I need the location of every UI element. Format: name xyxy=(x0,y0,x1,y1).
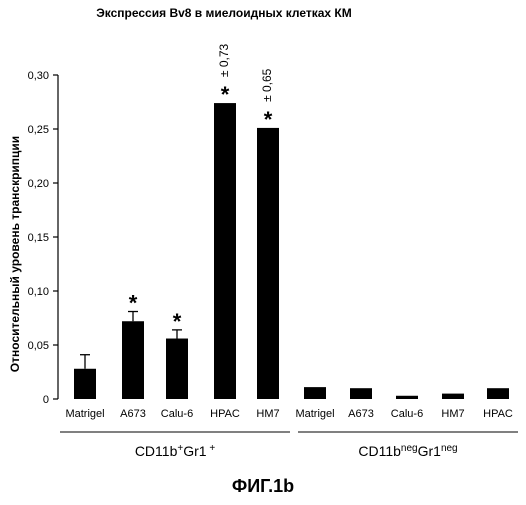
group-label: CD11b+Gr1 + xyxy=(135,443,216,459)
y-tick-label: 0,15 xyxy=(28,232,49,244)
group-label: CD11bnegGr1neg xyxy=(358,443,457,459)
group-label-superscript: + xyxy=(207,443,216,454)
error-annotation: ± 0,73 xyxy=(217,43,231,77)
error-annotation: ± 0,65 xyxy=(260,68,274,102)
category-label: HM7 xyxy=(256,408,279,420)
bar xyxy=(214,103,236,399)
group-label-part: Gr1 xyxy=(418,443,442,459)
category-label: A673 xyxy=(348,408,374,420)
y-tick-label: 0,30 xyxy=(28,70,49,82)
bar xyxy=(350,388,372,399)
figure-caption: ФИГ.1b xyxy=(232,476,294,496)
y-tick-label: 0 xyxy=(43,394,49,406)
category-label: Matrigel xyxy=(65,408,104,420)
category-label: HPAC xyxy=(210,408,240,420)
bar xyxy=(166,339,188,399)
bar xyxy=(396,396,418,399)
y-axis-ticks: 0 0,05 0,10 0,15 0,20 0,25 0,30 xyxy=(28,70,58,406)
significance-star: * xyxy=(129,291,138,316)
group-label-superscript: neg xyxy=(401,443,418,454)
chart-title: Экспрессия Bv8 в миелоидных клетках КМ xyxy=(96,6,352,20)
significance-star: * xyxy=(264,107,273,132)
significance-star: * xyxy=(221,82,230,107)
significance-star: * xyxy=(173,309,182,334)
category-label: HM7 xyxy=(441,408,464,420)
bar xyxy=(304,387,326,399)
bars: * * * * ± 0,73 ± 0,65 xyxy=(74,43,509,399)
y-tick-label: 0,10 xyxy=(28,286,49,298)
category-label: HPAC xyxy=(483,408,513,420)
group-label-part: Gr1 xyxy=(183,443,207,459)
y-tick-label: 0,20 xyxy=(28,178,49,190)
y-tick-label: 0,25 xyxy=(28,124,49,136)
bar xyxy=(487,388,509,399)
y-tick-label: 0,05 xyxy=(28,340,49,352)
category-label: Calu-6 xyxy=(161,408,193,420)
category-label: Matrigel xyxy=(295,408,334,420)
group-label-superscript: neg xyxy=(441,443,458,454)
group-label-part: CD11b xyxy=(358,443,401,459)
bar xyxy=(257,128,279,399)
category-labels: Matrigel A673 Calu-6 HPAC HM7 Matrigel A673 Cal… xyxy=(65,408,512,420)
group-labels: CD11b+Gr1 +CD11bnegGr1neg xyxy=(60,432,518,459)
category-label: Calu-6 xyxy=(391,408,423,420)
bar xyxy=(442,394,464,399)
bar xyxy=(122,321,144,399)
category-label: A673 xyxy=(120,408,146,420)
bar xyxy=(74,369,96,399)
group-label-part: CD11b xyxy=(135,443,178,459)
y-axis-label: Относительный уровень транскрипции xyxy=(8,136,22,372)
